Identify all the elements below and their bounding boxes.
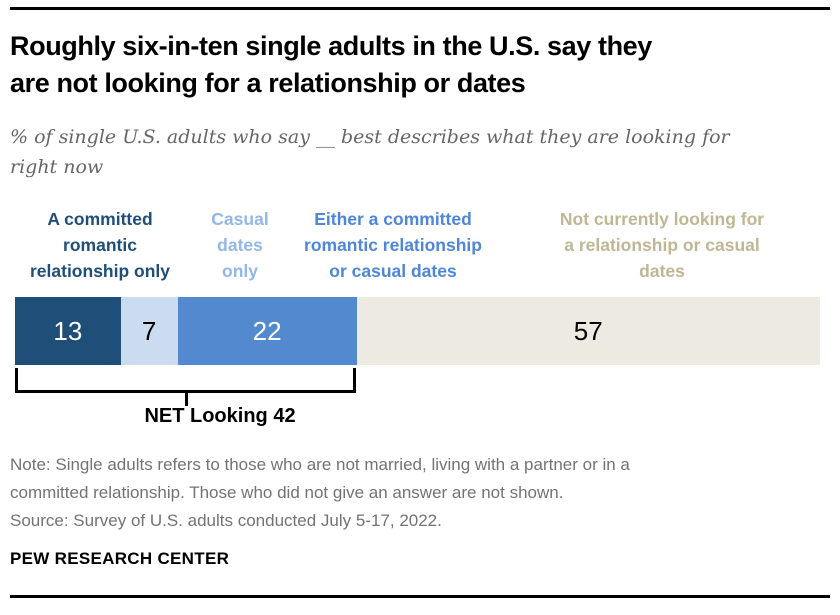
chart-card: Roughly six-in-ten single adults in the … [0,7,840,598]
segment-label-casual: Casual dates only [211,209,269,281]
net-label: NET Looking 42 [144,405,296,427]
bar-segment-committed: 13 [15,297,121,365]
stacked-bar: 13 7 22 57 [15,297,820,365]
segment-label-either: Either a committed romantic relationship… [304,209,482,281]
brand-pew-research-center: PEW RESEARCH CENTER [10,549,230,568]
chart-title: Roughly six-in-ten single adults in the … [10,31,652,98]
segment-label-committed: A committed romantic relationship only [29,209,171,281]
bar-segment-either: 22 [177,297,357,365]
chart-note: Note: Single adults refers to those who … [10,455,630,502]
bar-value: 13 [53,315,83,346]
bar-value: 22 [252,315,282,346]
chart-subtitle: % of single U.S. adults who say __ best … [10,126,730,178]
top-rule [10,7,830,10]
bar-value: 7 [141,315,157,346]
segment-labels: A committed romantic relationship only C… [10,202,830,288]
chart-source: Source: Survey of U.S. adults conducted … [10,511,442,530]
bar-segment-not-looking: 57 [356,297,820,365]
net-bracket-area: NET Looking 42 [15,365,830,435]
bar-value: 57 [573,315,603,346]
bar-segment-casual: 7 [120,297,178,365]
bottom-rule [10,595,830,598]
net-bracket-tick [185,393,188,406]
net-bracket [15,368,356,393]
segment-label-not-looking: Not currently looking for a relationship… [559,209,765,281]
